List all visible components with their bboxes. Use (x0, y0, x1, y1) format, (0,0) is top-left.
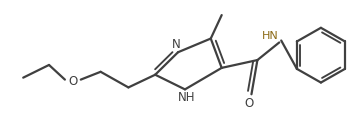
Text: HN: HN (261, 32, 278, 42)
Text: NH: NH (178, 91, 196, 104)
Text: O: O (245, 97, 254, 110)
Text: O: O (68, 75, 77, 88)
Text: N: N (172, 38, 180, 51)
